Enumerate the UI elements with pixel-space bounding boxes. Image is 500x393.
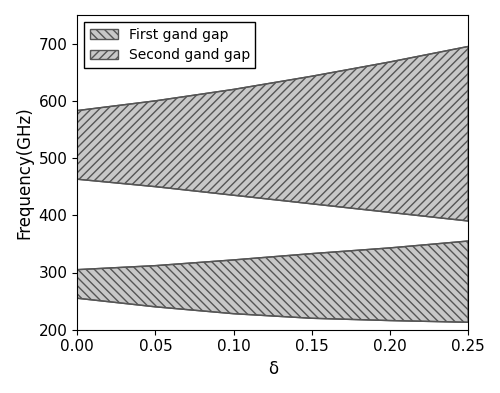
Y-axis label: Frequency(GHz): Frequency(GHz)	[15, 106, 33, 239]
X-axis label: δ: δ	[268, 360, 278, 378]
Legend: First gand gap, Second gand gap: First gand gap, Second gand gap	[84, 22, 256, 68]
